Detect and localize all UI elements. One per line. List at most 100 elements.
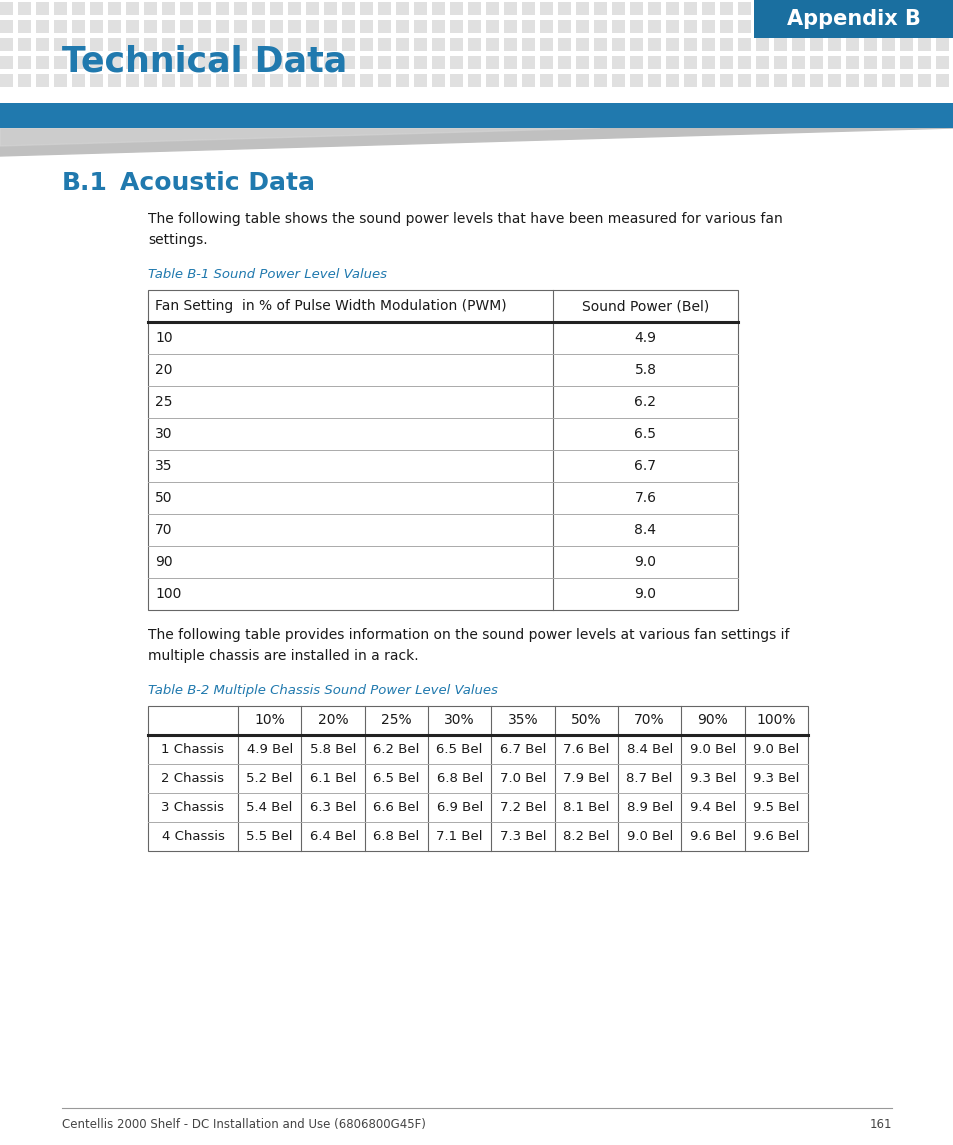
Bar [755, 2, 768, 15]
Bar [36, 38, 49, 52]
Text: 100: 100 [154, 587, 181, 601]
Bar [108, 74, 121, 87]
Bar [288, 74, 301, 87]
Bar [753, 0, 953, 38]
Text: 9.5 Bel: 9.5 Bel [752, 802, 799, 814]
Bar [629, 56, 642, 69]
Bar [594, 2, 606, 15]
Bar [341, 2, 355, 15]
Text: 8.9 Bel: 8.9 Bel [626, 802, 672, 814]
Bar [270, 74, 283, 87]
Bar [701, 74, 714, 87]
Text: 161: 161 [868, 1118, 891, 1131]
Bar [54, 56, 67, 69]
Bar [683, 56, 697, 69]
Bar [324, 56, 336, 69]
Bar [647, 38, 660, 52]
Bar [324, 38, 336, 52]
Bar [827, 56, 841, 69]
Bar [54, 19, 67, 33]
Bar [144, 19, 157, 33]
Bar [341, 19, 355, 33]
Bar [108, 56, 121, 69]
Bar [773, 38, 786, 52]
Bar [558, 56, 571, 69]
Bar [647, 74, 660, 87]
Bar [324, 74, 336, 87]
Bar [306, 74, 318, 87]
Bar [773, 74, 786, 87]
Bar [432, 74, 444, 87]
Polygon shape [0, 128, 953, 156]
Text: 20%: 20% [317, 713, 348, 727]
Text: 90: 90 [154, 555, 172, 569]
Bar [180, 56, 193, 69]
Text: 70: 70 [154, 523, 172, 537]
Bar [270, 2, 283, 15]
Bar [917, 56, 930, 69]
Bar [162, 74, 174, 87]
Text: Table B-1 Sound Power Level Values: Table B-1 Sound Power Level Values [148, 268, 387, 281]
Bar [71, 56, 85, 69]
Text: Fan Setting  in % of Pulse Width Modulation (PWM): Fan Setting in % of Pulse Width Modulati… [154, 299, 506, 313]
Text: 35%: 35% [507, 713, 537, 727]
Bar [108, 2, 121, 15]
Bar [521, 38, 535, 52]
Text: 5.8 Bel: 5.8 Bel [310, 743, 355, 756]
Bar [288, 2, 301, 15]
Bar [935, 2, 948, 15]
Bar [215, 74, 229, 87]
Text: 9.6 Bel: 9.6 Bel [753, 830, 799, 843]
Bar [863, 2, 876, 15]
Bar [791, 2, 804, 15]
Bar [755, 38, 768, 52]
Bar [90, 74, 103, 87]
Bar [341, 38, 355, 52]
Bar [594, 74, 606, 87]
Bar [395, 19, 409, 33]
Bar [414, 74, 427, 87]
Bar [845, 2, 858, 15]
Text: 50%: 50% [571, 713, 601, 727]
Bar [288, 19, 301, 33]
Bar [576, 56, 588, 69]
Bar [233, 2, 247, 15]
Text: Acoustic Data: Acoustic Data [120, 171, 314, 195]
Bar [485, 56, 498, 69]
Text: 90%: 90% [697, 713, 727, 727]
Bar [341, 74, 355, 87]
Text: 25: 25 [154, 395, 172, 409]
Bar [414, 2, 427, 15]
Bar [0, 103, 953, 128]
Bar [701, 56, 714, 69]
Bar [899, 19, 912, 33]
Bar [0, 19, 13, 33]
Text: 6.6 Bel: 6.6 Bel [373, 802, 419, 814]
Text: 6.5 Bel: 6.5 Bel [373, 772, 419, 785]
Bar [845, 19, 858, 33]
Bar [450, 56, 462, 69]
Bar [917, 74, 930, 87]
Bar [827, 2, 841, 15]
Bar [738, 38, 750, 52]
Bar [377, 2, 391, 15]
Bar [882, 56, 894, 69]
Bar [126, 56, 139, 69]
Bar [612, 74, 624, 87]
Bar [629, 2, 642, 15]
Bar [576, 74, 588, 87]
Bar [359, 74, 373, 87]
Bar [377, 19, 391, 33]
Text: The following table shows the sound power levels that have been measured for var: The following table shows the sound powe… [148, 212, 781, 246]
Bar [90, 19, 103, 33]
Bar [935, 56, 948, 69]
Text: Appendix B: Appendix B [786, 9, 920, 29]
Bar [755, 56, 768, 69]
Bar [414, 19, 427, 33]
Bar [809, 2, 822, 15]
Text: Table B-2 Multiple Chassis Sound Power Level Values: Table B-2 Multiple Chassis Sound Power L… [148, 684, 497, 697]
Text: 5.8: 5.8 [634, 363, 656, 377]
Bar [71, 38, 85, 52]
Bar [395, 2, 409, 15]
Bar [863, 74, 876, 87]
